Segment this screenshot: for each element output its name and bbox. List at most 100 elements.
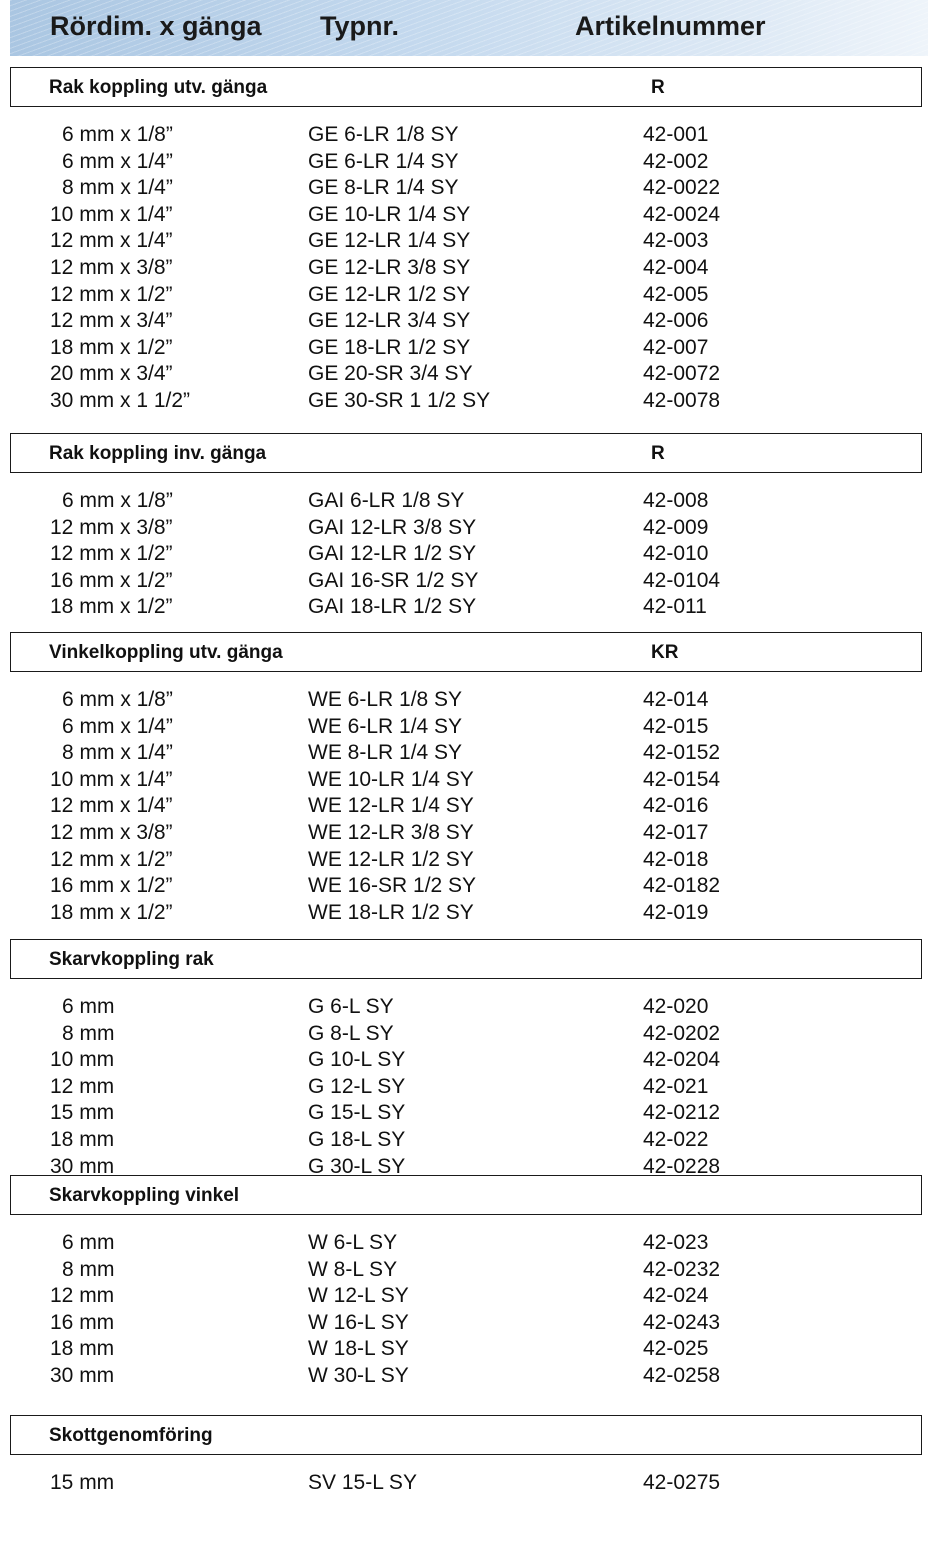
cell-type-number: GE 12-LR 3/8 SY xyxy=(308,256,471,279)
cell-article-number: 42-0078 xyxy=(643,389,721,412)
cell-article-number: 42-0258 xyxy=(643,1364,721,1387)
cell-type-number: WE 16-SR 1/2 SY xyxy=(308,874,477,898)
cell-dimension: 16 mm xyxy=(50,1310,115,1334)
table-row: 16 mm W 16-L SY 42-0243 xyxy=(0,1311,928,1338)
table-row: 18 mm x 1/2” WE 18-LR 1/2 SY 42-019 xyxy=(0,901,928,928)
table-row: 16 mm x 1/2” GAI 16-SR 1/2 SY 42-0104 xyxy=(0,569,928,596)
table-row: 12 mm x 1/2” GAI 12-LR 1/2 SY 42-010 xyxy=(0,542,928,569)
table-row: 18 mm G 18-L SY 42-022 xyxy=(0,1128,928,1155)
cell-article-number: 42-003 xyxy=(643,229,709,253)
cell-article-number: 42-0182 xyxy=(643,874,721,898)
cell-type-number: G 12-L SY xyxy=(308,1074,406,1098)
cell-article-number: 42-0202 xyxy=(643,1021,721,1045)
cell-article-number: 42-001 xyxy=(643,123,709,146)
section-code: KR xyxy=(651,642,679,663)
cell-dimension: 6 mm x 1/4” xyxy=(62,149,173,173)
cell-type-number: GE 20-SR 3/4 SY xyxy=(308,362,473,386)
cell-article-number: 42-0104 xyxy=(643,568,721,592)
cell-type-number: WE 6-LR 1/8 SY xyxy=(308,688,463,711)
section-header: Vinkelkoppling utv. gänga KR xyxy=(10,632,922,672)
cell-type-number: GE 6-LR 1/8 SY xyxy=(308,123,459,146)
cell-type-number: GAI 6-LR 1/8 SY xyxy=(308,489,465,512)
cell-type-number: GAI 12-LR 3/8 SY xyxy=(308,515,477,539)
cell-article-number: 42-021 xyxy=(643,1074,709,1098)
table-row: 12 mm W 12-L SY 42-024 xyxy=(0,1284,928,1311)
section-title: Skarvkoppling rak xyxy=(49,949,214,970)
table-row: 10 mm x 1/4” WE 10-LR 1/4 SY 42-0154 xyxy=(0,768,928,795)
table-row: 12 mm x 3/4” GE 12-LR 3/4 SY 42-006 xyxy=(0,309,928,336)
table-row: 6 mm x 1/8” GAI 6-LR 1/8 SY 42-008 xyxy=(0,489,928,516)
cell-type-number: G 18-L SY xyxy=(308,1128,406,1151)
cell-dimension: 8 mm xyxy=(62,1021,115,1045)
cell-article-number: 42-0022 xyxy=(643,176,721,200)
cell-article-number: 42-016 xyxy=(643,794,709,818)
cell-type-number: WE 12-LR 1/2 SY xyxy=(308,847,474,871)
table-row: 10 mm G 10-L SY 42-0204 xyxy=(0,1048,928,1075)
cell-article-number: 42-002 xyxy=(643,149,709,173)
cell-type-number: W 16-L SY xyxy=(308,1310,409,1334)
table-row: 12 mm x 1/4” WE 12-LR 1/4 SY 42-016 xyxy=(0,794,928,821)
cell-article-number: 42-0154 xyxy=(643,767,721,791)
cell-article-number: 42-0212 xyxy=(643,1101,721,1125)
section-header: Rak koppling utv. gänga R xyxy=(10,67,922,107)
cell-type-number: GE 12-LR 3/4 SY xyxy=(308,309,471,333)
section-code: R xyxy=(651,443,665,464)
section-title: Rak koppling utv. gänga xyxy=(49,77,268,98)
cell-type-number: G 8-L SY xyxy=(308,1021,394,1045)
cell-type-number: SV 15-L SY xyxy=(308,1471,417,1494)
table-row: 20 mm x 3/4” GE 20-SR 3/4 SY 42-0072 xyxy=(0,362,928,389)
cell-article-number: 42-025 xyxy=(643,1337,709,1361)
cell-dimension: 8 mm xyxy=(62,1257,115,1281)
cell-type-number: WE 12-LR 1/4 SY xyxy=(308,794,474,818)
table-row: 6 mm x 1/8” GE 6-LR 1/8 SY 42-001 xyxy=(0,123,928,150)
cell-article-number: 42-018 xyxy=(643,847,709,871)
section-header: Rak koppling inv. gänga R xyxy=(10,433,922,473)
cell-dimension: 16 mm x 1/2” xyxy=(50,874,173,898)
section-title: Vinkelkoppling utv. gänga xyxy=(49,642,283,663)
section-header: Skarvkoppling vinkel xyxy=(10,1175,922,1215)
table-row: 8 mm G 8-L SY 42-0202 xyxy=(0,1022,928,1049)
table-row: 6 mm x 1/8” WE 6-LR 1/8 SY 42-014 xyxy=(0,688,928,715)
table-row: 8 mm x 1/4” GE 8-LR 1/4 SY 42-0022 xyxy=(0,176,928,203)
cell-article-number: 42-019 xyxy=(643,900,709,924)
cell-dimension: 30 mm xyxy=(50,1364,115,1387)
column-header-dimension: Rördim. x gänga xyxy=(50,11,262,41)
cell-type-number: GE 30-SR 1 1/2 SY xyxy=(308,389,491,412)
table-row: 8 mm x 1/4” WE 8-LR 1/4 SY 42-0152 xyxy=(0,741,928,768)
cell-type-number: WE 6-LR 1/4 SY xyxy=(308,714,463,738)
column-header-type: Typnr. xyxy=(320,11,400,41)
cell-article-number: 42-009 xyxy=(643,515,709,539)
cell-article-number: 42-0024 xyxy=(643,202,721,226)
table-row: 15 mm SV 15-L SY 42-0275 xyxy=(0,1471,928,1498)
cell-type-number: W 12-L SY xyxy=(308,1284,409,1308)
cell-dimension: 12 mm xyxy=(50,1284,115,1308)
cell-type-number: GAI 18-LR 1/2 SY xyxy=(308,595,477,619)
cell-dimension: 18 mm xyxy=(50,1337,115,1361)
cell-dimension: 6 mm x 1/8” xyxy=(62,123,173,146)
table-row: 12 mm x 3/8” GAI 12-LR 3/8 SY 42-009 xyxy=(0,516,928,543)
cell-article-number: 42-017 xyxy=(643,821,709,844)
section-title: Rak koppling inv. gänga xyxy=(49,443,267,464)
cell-article-number: 42-004 xyxy=(643,256,709,279)
section-header: Skottgenomföring xyxy=(10,1415,922,1455)
cell-type-number: W 6-L SY xyxy=(308,1231,398,1254)
cell-type-number: GE 12-LR 1/2 SY xyxy=(308,282,471,306)
cell-type-number: GE 18-LR 1/2 SY xyxy=(308,335,471,359)
cell-article-number: 42-008 xyxy=(643,489,709,512)
cell-dimension: 30 mm xyxy=(50,1154,115,1178)
cell-type-number: G 15-L SY xyxy=(308,1101,406,1125)
table-row: 12 mm x 1/4” GE 12-LR 1/4 SY 42-003 xyxy=(0,229,928,256)
cell-dimension: 12 mm x 1/2” xyxy=(50,282,173,306)
table-row: 12 mm x 1/2” GE 12-LR 1/2 SY 42-005 xyxy=(0,283,928,310)
cell-dimension: 12 mm x 1/4” xyxy=(50,794,173,818)
cell-type-number: G 6-L SY xyxy=(308,995,394,1018)
cell-article-number: 42-005 xyxy=(643,282,709,306)
cell-article-number: 42-015 xyxy=(643,714,709,738)
table-row: 12 mm G 12-L SY 42-021 xyxy=(0,1075,928,1102)
cell-dimension: 8 mm x 1/4” xyxy=(62,741,173,765)
cell-dimension: 8 mm x 1/4” xyxy=(62,176,173,200)
cell-article-number: 42-007 xyxy=(643,335,709,359)
cell-article-number: 42-0204 xyxy=(643,1048,721,1072)
table-row: 6 mm x 1/4” WE 6-LR 1/4 SY 42-015 xyxy=(0,715,928,742)
cell-dimension: 10 mm x 1/4” xyxy=(50,202,173,226)
